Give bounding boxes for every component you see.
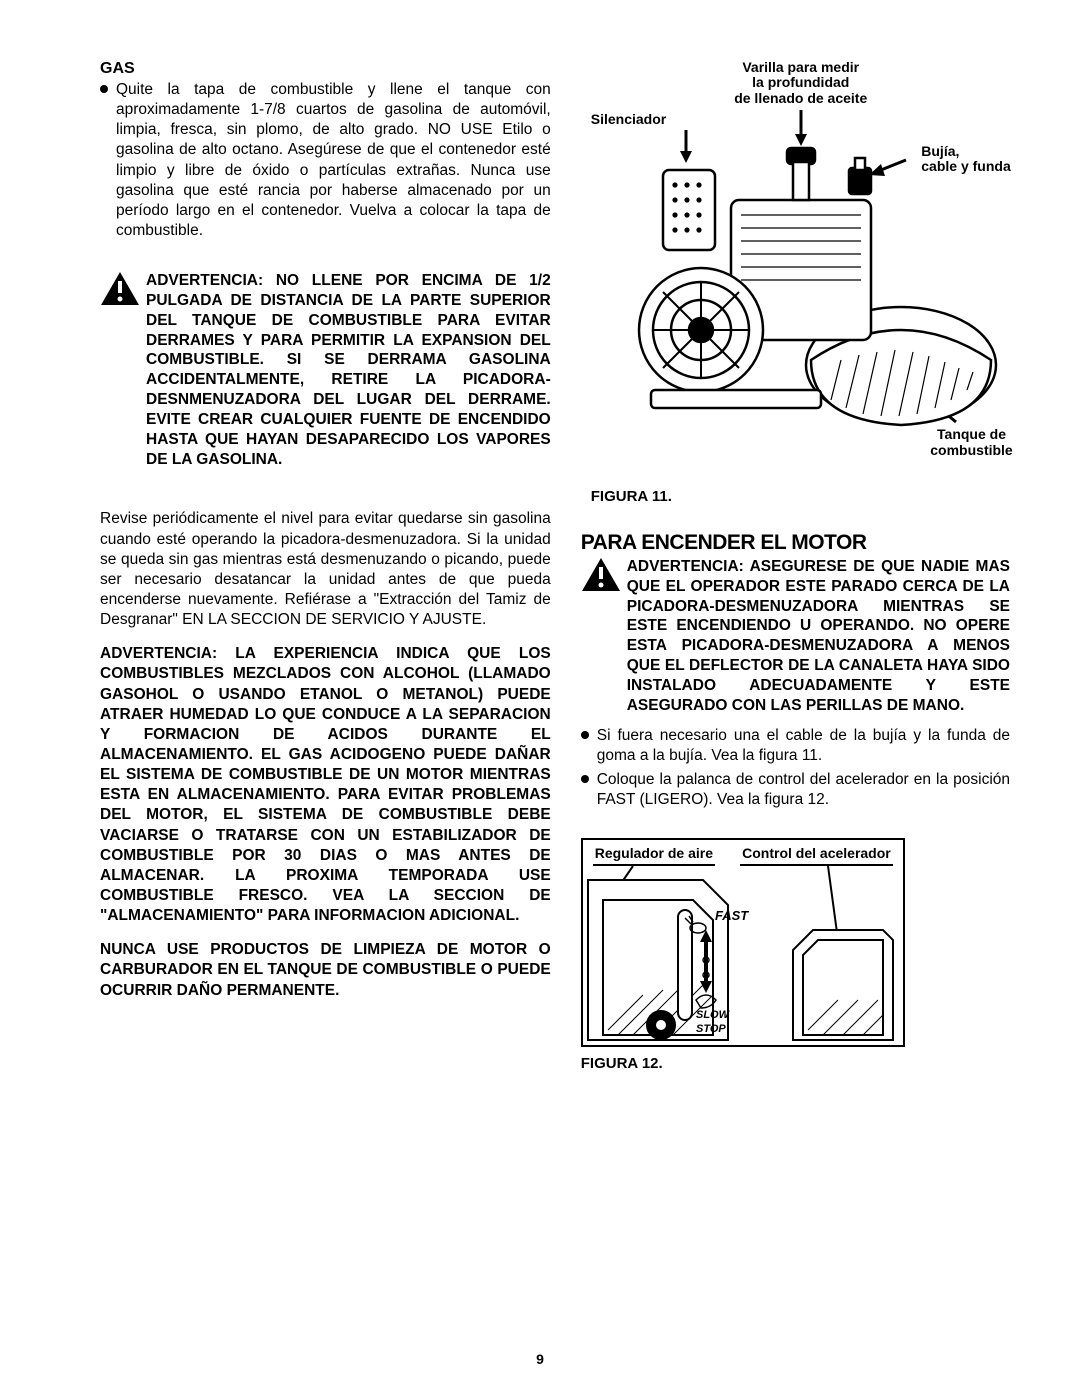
figure-12-caption: FIGURA 12. [581,1055,1010,1072]
page-number: 9 [536,1351,544,1367]
right-column: Varilla para medir la profundidad de lle… [581,60,1010,1072]
warning-2-text: ADVERTENCIA: LA EXPERIENCIA INDICA QUE L… [100,644,551,926]
gas-body-text: Quite la tapa de combustible y llene el … [116,80,551,241]
gas-heading: GAS [100,60,551,78]
fast-text: FAST [715,908,749,923]
fig11-tank-label-1: Tanque de [937,426,1006,442]
paragraph-check-level: Revise periódicamente el nivel para evit… [100,509,551,630]
warning-1-text: ADVERTENCIA: NO LLENE POR ENCIMA DE 1/2 … [146,271,551,469]
gas-bullet: Quite la tapa de combustible y llene el … [100,80,551,241]
bullet-spark: Si fuera necesario una el cable de la bu… [581,726,1010,766]
figure-11: Varilla para medir la profundidad de lle… [591,60,1011,480]
throttle-control-icon: FAST [583,840,903,1045]
fig11-dipstick-label-3: de llenado de aceite [734,90,867,106]
left-column: GAS Quite la tapa de combustible y llene… [100,60,551,1072]
fig11-spark-label-2: cable y funda [921,158,1010,174]
fig11-dipstick-label-2: la profundidad [752,74,849,90]
page: GAS Quite la tapa de combustible y llene… [0,0,1080,1399]
two-column-layout: GAS Quite la tapa de combustible y llene… [100,60,1010,1072]
fig11-spark-label-1: Bujía, [921,143,959,159]
bullet-throttle: Coloque la palanca de control del aceler… [581,770,1010,810]
fig11-tank-label-2: combustible [930,442,1012,458]
fig11-dipstick-label-1: Varilla para medir [742,59,859,75]
warning-3-text: NUNCA USE PRODUCTOS DE LIMPIEZA DE MOTOR… [100,940,551,1000]
bullet-icon [581,731,589,739]
warning-triangle-icon [581,557,621,593]
stop-text: STOP [696,1023,726,1035]
warning-right-text: ADVERTENCIA: ASEGURESE DE QUE NADIE MAS … [627,557,1010,716]
warning-triangle-icon [100,271,140,307]
warning-block-1: ADVERTENCIA: NO LLENE POR ENCIMA DE 1/2 … [100,271,551,469]
figure-12: Regulador de aire Control del acelerador [581,838,1010,1072]
bullet2-text: Coloque la palanca de control del aceler… [597,770,1010,810]
bullet-icon [581,775,589,783]
fig11-muffler-label: Silenciador [591,112,666,127]
bullet1-text: Si fuera necesario una el cable de la bu… [597,726,1010,766]
slow-text: SLOW [696,1009,731,1021]
start-motor-heading: PARA ENCENDER EL MOTOR [581,531,1010,555]
bullet-icon [100,85,108,93]
figure-11-caption: FIGURA 11. [591,488,1010,505]
warning-block-right: ADVERTENCIA: ASEGURESE DE QUE NADIE MAS … [581,557,1010,716]
